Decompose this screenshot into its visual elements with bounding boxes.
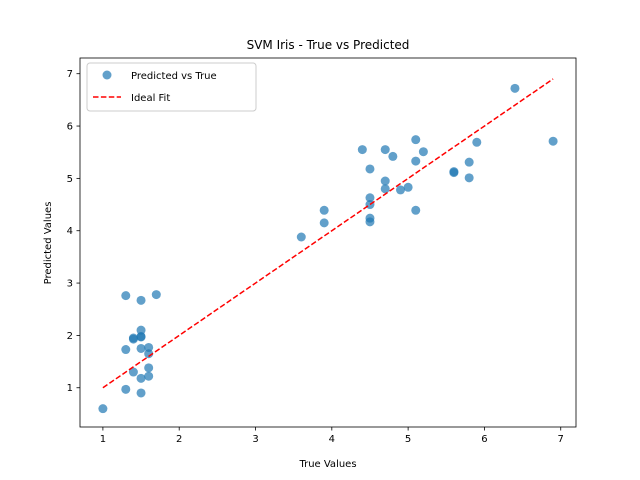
data-point xyxy=(365,213,375,223)
data-point xyxy=(151,290,161,300)
data-point xyxy=(380,176,390,186)
data-point xyxy=(121,291,131,301)
legend-marker-scatter xyxy=(102,70,112,80)
data-point xyxy=(380,145,390,155)
x-tick-label: 5 xyxy=(405,434,411,445)
legend-label-scatter: Predicted vs True xyxy=(131,71,217,82)
data-point xyxy=(98,404,108,414)
data-point xyxy=(365,164,375,174)
data-point xyxy=(144,342,154,352)
data-point xyxy=(136,343,146,353)
data-point xyxy=(128,333,138,343)
y-tick-label: 4 xyxy=(67,226,73,237)
data-point xyxy=(136,373,146,383)
data-point xyxy=(319,218,329,228)
y-tick-label: 6 xyxy=(67,122,73,133)
legend-box xyxy=(86,62,257,112)
data-point xyxy=(395,185,405,195)
y-tick-label: 7 xyxy=(67,69,73,80)
data-point xyxy=(144,349,154,359)
data-point xyxy=(357,145,367,155)
ideal-fit-line xyxy=(102,78,554,389)
data-point xyxy=(418,147,428,157)
x-tick-label: 1 xyxy=(100,434,106,445)
ticks-layer: 1 2 3 4 5 6 7 1 2 3 4 5 6 7 xyxy=(67,69,564,445)
data-point xyxy=(136,388,146,398)
data-point xyxy=(121,345,131,355)
x-tick-label: 2 xyxy=(176,434,182,445)
data-point xyxy=(380,184,390,194)
data-point xyxy=(319,205,329,215)
y-tick-label: 1 xyxy=(67,383,73,394)
x-tick-label: 3 xyxy=(252,434,258,445)
data-point xyxy=(121,384,131,394)
data-point xyxy=(296,232,306,242)
data-point xyxy=(411,205,421,215)
y-tick-label: 3 xyxy=(67,279,73,290)
data-point xyxy=(548,136,558,146)
data-point xyxy=(411,156,421,166)
legend: Predicted vs True Ideal Fit xyxy=(86,62,257,112)
plot-frame xyxy=(79,57,577,428)
data-point xyxy=(464,173,474,183)
data-point xyxy=(144,371,154,381)
y-tick-label: 2 xyxy=(67,331,73,342)
data-point xyxy=(403,182,413,192)
legend-label-line: Ideal Fit xyxy=(131,93,170,104)
y-axis-title: Predicted Values xyxy=(43,202,54,285)
y-tick-label: 5 xyxy=(67,174,73,185)
data-point xyxy=(136,295,146,305)
data-point xyxy=(128,367,138,377)
data-point xyxy=(388,151,398,161)
data-point xyxy=(411,135,421,145)
data-point xyxy=(144,363,154,373)
chart-title: SVM Iris - True vs Predicted xyxy=(247,38,410,52)
data-point xyxy=(136,325,146,335)
data-point xyxy=(472,137,482,147)
data-point xyxy=(510,83,520,93)
data-point xyxy=(365,193,375,203)
data-point xyxy=(136,331,146,341)
marks-layer xyxy=(98,78,558,414)
data-point xyxy=(449,167,459,177)
x-tick-label: 4 xyxy=(329,434,335,445)
data-point xyxy=(464,157,474,167)
x-tick-label: 7 xyxy=(558,434,564,445)
x-axis-title: True Values xyxy=(298,459,356,470)
x-tick-label: 6 xyxy=(481,434,487,445)
